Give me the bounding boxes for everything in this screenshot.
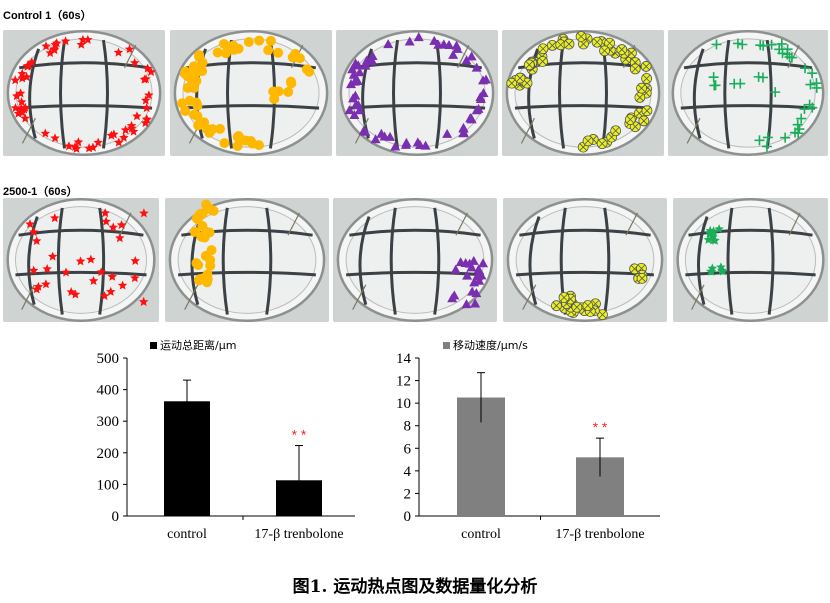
y-tick-label: 8 bbox=[404, 419, 412, 435]
y-tick-label: 200 bbox=[97, 446, 120, 462]
y-tick-label: 300 bbox=[97, 414, 120, 430]
y-tick-label: 6 bbox=[404, 441, 412, 457]
figure-caption: 图1. 运动热点图及数据量化分析 bbox=[292, 577, 538, 597]
y-tick-label: 12 bbox=[396, 374, 411, 390]
x-tick-label: control bbox=[167, 527, 207, 542]
legend-label: 运动总距离/μm bbox=[160, 338, 236, 352]
bar-chart-2: 0 2 4 6 8 10 12 14 control * * 17-β trenbolone 移动速度… bbox=[396, 338, 660, 542]
legend-label: 移动速度/μm/s bbox=[453, 338, 528, 352]
tracking-photo-treatment-3 bbox=[333, 198, 497, 322]
x-tick-label: 17-β trenbolone bbox=[254, 527, 343, 542]
y-tick-label: 2 bbox=[404, 486, 412, 502]
significance-marker: * * bbox=[292, 427, 307, 443]
tracking-photo-treatment-1 bbox=[3, 198, 159, 322]
y-tick-label: 4 bbox=[404, 464, 412, 480]
tracking-photo-treatment-5 bbox=[673, 198, 828, 322]
y-tick-label: 100 bbox=[97, 477, 120, 493]
significance-marker: * * bbox=[593, 419, 608, 435]
x-tick-label: 17-β trenbolone bbox=[555, 527, 644, 542]
legend-swatch bbox=[150, 342, 157, 349]
tracking-photo-treatment-4 bbox=[503, 198, 667, 322]
tracking-photo-treatment-2 bbox=[165, 198, 329, 322]
y-tick-label: 0 bbox=[404, 509, 412, 525]
tracking-photo-control-3 bbox=[336, 30, 498, 156]
y-tick-label: 400 bbox=[97, 383, 120, 399]
tracking-photo-control-4 bbox=[502, 30, 664, 156]
y-tick-label: 0 bbox=[112, 509, 120, 525]
y-tick-label: 10 bbox=[396, 396, 411, 412]
tracking-photo-control-1 bbox=[3, 30, 165, 156]
legend-swatch bbox=[443, 342, 450, 349]
tracking-photo-control-5 bbox=[668, 30, 828, 156]
row-label-control: Control 1（60s） bbox=[3, 10, 92, 22]
row-label-treatment: 2500-1（60s） bbox=[3, 186, 78, 198]
tracking-photo-control-2 bbox=[170, 30, 332, 156]
y-tick-label: 14 bbox=[396, 351, 412, 367]
bar-chart-1: 0 100 200 300 400 500 control * * 17-β trenbolon… bbox=[97, 338, 355, 542]
x-tick-label: control bbox=[461, 527, 501, 542]
y-tick-label: 500 bbox=[97, 351, 120, 367]
